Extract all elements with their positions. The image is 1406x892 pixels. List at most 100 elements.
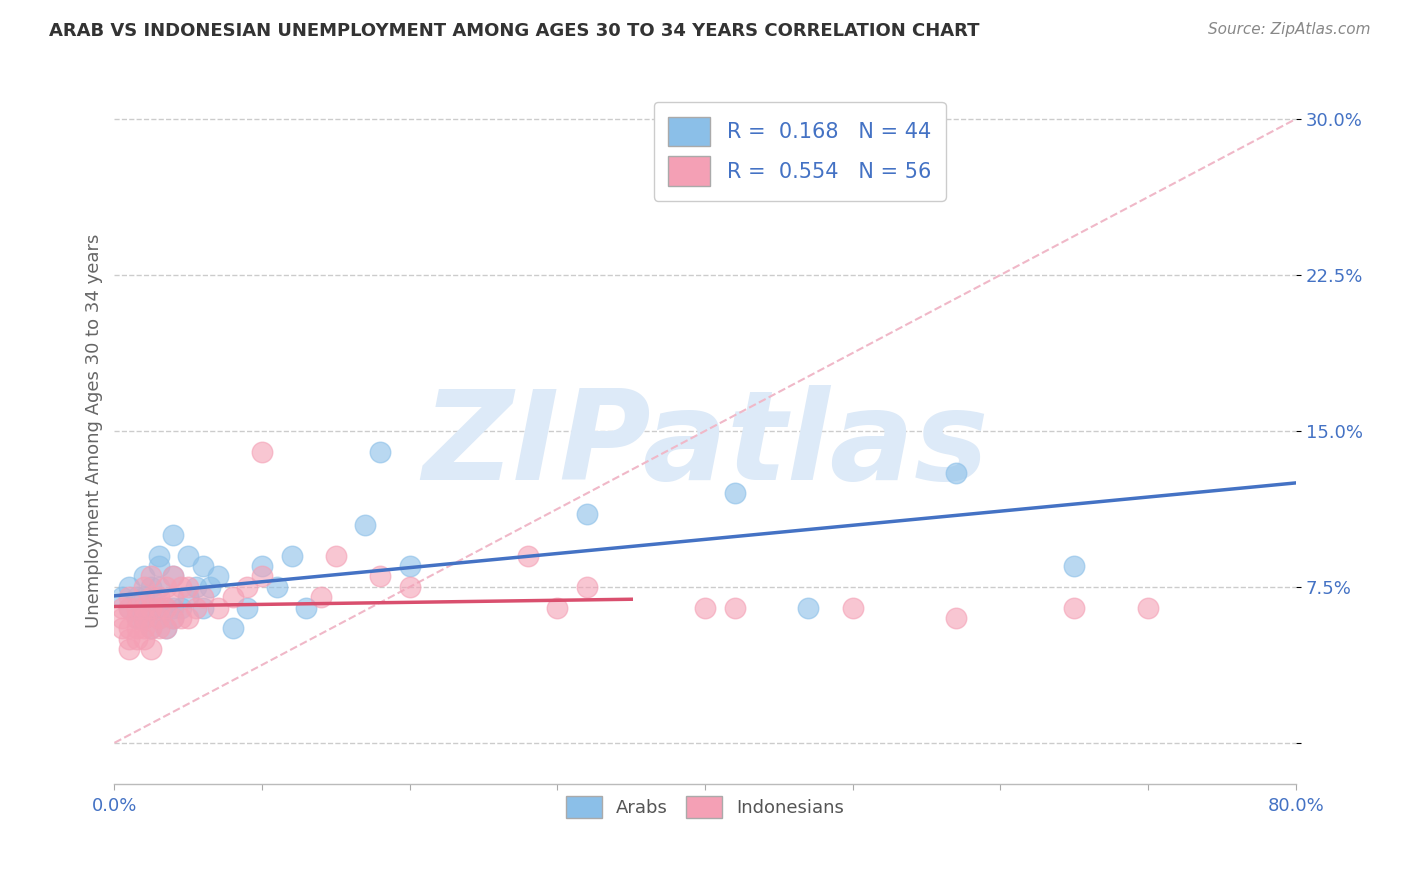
Point [162, 611, 184, 625]
Point [177, 549, 200, 563]
Point [325, 549, 347, 563]
Point [141, 642, 163, 657]
Point [132, 600, 155, 615]
Point [155, 580, 177, 594]
Point [516, 549, 538, 563]
Point [148, 611, 170, 625]
Point [125, 591, 148, 605]
Point [207, 600, 229, 615]
Point [207, 569, 229, 583]
Point [141, 622, 163, 636]
Point [132, 632, 155, 646]
Point [162, 600, 184, 615]
Point [141, 591, 163, 605]
Point [125, 622, 148, 636]
Point [398, 559, 420, 574]
Point [842, 600, 865, 615]
Point [723, 600, 745, 615]
Point [155, 622, 177, 636]
Point [162, 611, 184, 625]
Point [132, 622, 155, 636]
Point [132, 569, 155, 583]
Point [141, 600, 163, 615]
Point [148, 549, 170, 563]
Point [170, 611, 193, 625]
Point [575, 580, 598, 594]
Point [125, 600, 148, 615]
Point [132, 580, 155, 594]
Point [177, 611, 200, 625]
Point [266, 580, 288, 594]
Point [162, 569, 184, 583]
Point [184, 600, 207, 615]
Point [221, 591, 243, 605]
Point [141, 580, 163, 594]
Point [132, 611, 155, 625]
Point [191, 591, 214, 605]
Point [141, 569, 163, 583]
Text: ZIPatlas: ZIPatlas [422, 384, 988, 506]
Point [118, 600, 141, 615]
Point [236, 600, 259, 615]
Point [111, 611, 134, 625]
Point [155, 622, 177, 636]
Point [309, 591, 332, 605]
Point [170, 600, 193, 615]
Point [184, 580, 207, 594]
Point [945, 466, 967, 480]
Point [723, 486, 745, 500]
Point [148, 622, 170, 636]
Point [236, 580, 259, 594]
Point [546, 600, 568, 615]
Point [118, 642, 141, 657]
Point [177, 580, 200, 594]
Point [295, 600, 318, 615]
Point [125, 632, 148, 646]
Point [280, 549, 302, 563]
Point [118, 600, 141, 615]
Point [177, 591, 200, 605]
Point [148, 600, 170, 615]
Point [250, 444, 273, 458]
Point [125, 611, 148, 625]
Legend: Arabs, Indonesians: Arabs, Indonesians [558, 789, 852, 825]
Point [945, 611, 967, 625]
Point [250, 569, 273, 583]
Point [132, 611, 155, 625]
Point [118, 632, 141, 646]
Point [111, 591, 134, 605]
Point [155, 600, 177, 615]
Point [191, 559, 214, 574]
Point [221, 622, 243, 636]
Point [398, 580, 420, 594]
Point [797, 600, 820, 615]
Point [162, 569, 184, 583]
Point [148, 600, 170, 615]
Point [368, 569, 391, 583]
Point [1137, 600, 1160, 615]
Point [162, 591, 184, 605]
Point [162, 528, 184, 542]
Point [125, 611, 148, 625]
Point [141, 600, 163, 615]
Point [118, 580, 141, 594]
Point [111, 622, 134, 636]
Point [132, 591, 155, 605]
Point [118, 622, 141, 636]
Point [575, 507, 598, 521]
Y-axis label: Unemployment Among Ages 30 to 34 years: Unemployment Among Ages 30 to 34 years [86, 234, 103, 628]
Point [111, 600, 134, 615]
Point [118, 591, 141, 605]
Point [1063, 559, 1085, 574]
Point [148, 591, 170, 605]
Point [1063, 600, 1085, 615]
Text: Source: ZipAtlas.com: Source: ZipAtlas.com [1208, 22, 1371, 37]
Point [354, 517, 377, 532]
Point [148, 611, 170, 625]
Point [170, 580, 193, 594]
Point [148, 559, 170, 574]
Point [693, 600, 716, 615]
Point [155, 600, 177, 615]
Point [148, 580, 170, 594]
Text: ARAB VS INDONESIAN UNEMPLOYMENT AMONG AGES 30 TO 34 YEARS CORRELATION CHART: ARAB VS INDONESIAN UNEMPLOYMENT AMONG AG… [49, 22, 980, 40]
